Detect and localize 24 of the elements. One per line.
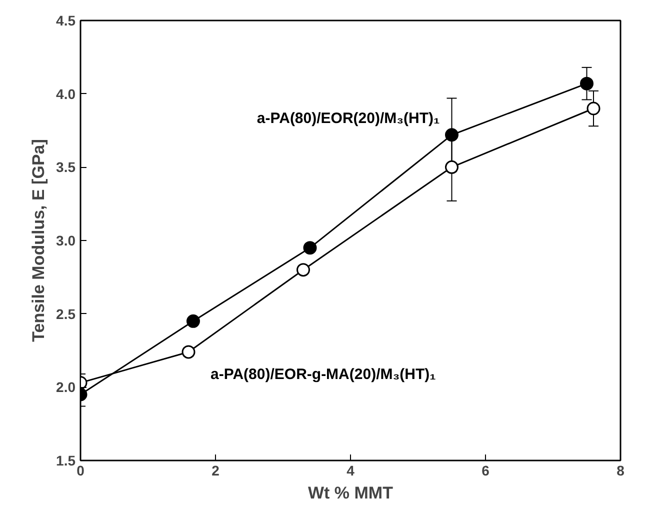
- y-axis-title: Tensile Modulus, E [GPa]: [29, 139, 48, 342]
- y-tick-label: 3.0: [56, 232, 76, 248]
- y-tick-label: 3.5: [56, 159, 76, 176]
- point: [303, 241, 317, 255]
- point: [186, 314, 200, 328]
- x-tick-label: 2: [212, 462, 220, 478]
- x-axis-title: Wt % MMT: [308, 484, 394, 502]
- y-tick-label: 4.5: [56, 12, 76, 28]
- x-tick-label: 8: [616, 462, 625, 478]
- y-tick-label: 2.0: [56, 379, 76, 396]
- series-label: a-PA(80)/EOR(20)/M₃(HT)₁: [256, 110, 440, 127]
- point: [296, 263, 310, 277]
- point: [580, 76, 594, 90]
- x-tick-label: 6: [482, 462, 490, 478]
- point: [445, 160, 458, 174]
- point: [586, 102, 600, 116]
- x-tick-label: 4: [346, 462, 355, 478]
- point: [445, 128, 458, 142]
- series-label: a-PA(80)/EOR-g-MA(20)/M₃(HT)₁: [210, 366, 436, 383]
- y-tick-label: 4.0: [56, 86, 76, 102]
- y-tick-label: 2.5: [56, 306, 76, 322]
- y-tick-label: 1.5: [56, 452, 76, 468]
- x-tick-label: 0: [76, 462, 85, 478]
- point: [182, 345, 196, 359]
